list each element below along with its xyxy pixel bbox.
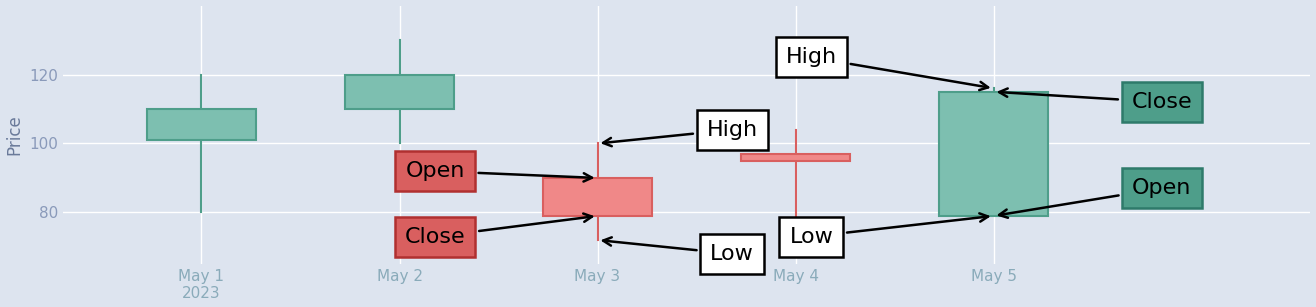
Text: High: High	[603, 120, 758, 146]
Text: High: High	[786, 47, 988, 90]
Bar	[544, 178, 651, 216]
Text: Open: Open	[999, 178, 1191, 218]
Bar	[940, 92, 1048, 216]
Y-axis label: Price: Price	[5, 115, 24, 155]
Text: Close: Close	[405, 214, 592, 247]
Bar	[741, 154, 850, 161]
Bar	[345, 75, 454, 109]
Text: Open: Open	[405, 161, 592, 181]
Bar	[147, 109, 255, 140]
Text: Low: Low	[603, 237, 754, 264]
Text: Low: Low	[790, 213, 988, 247]
Text: Close: Close	[999, 88, 1192, 112]
